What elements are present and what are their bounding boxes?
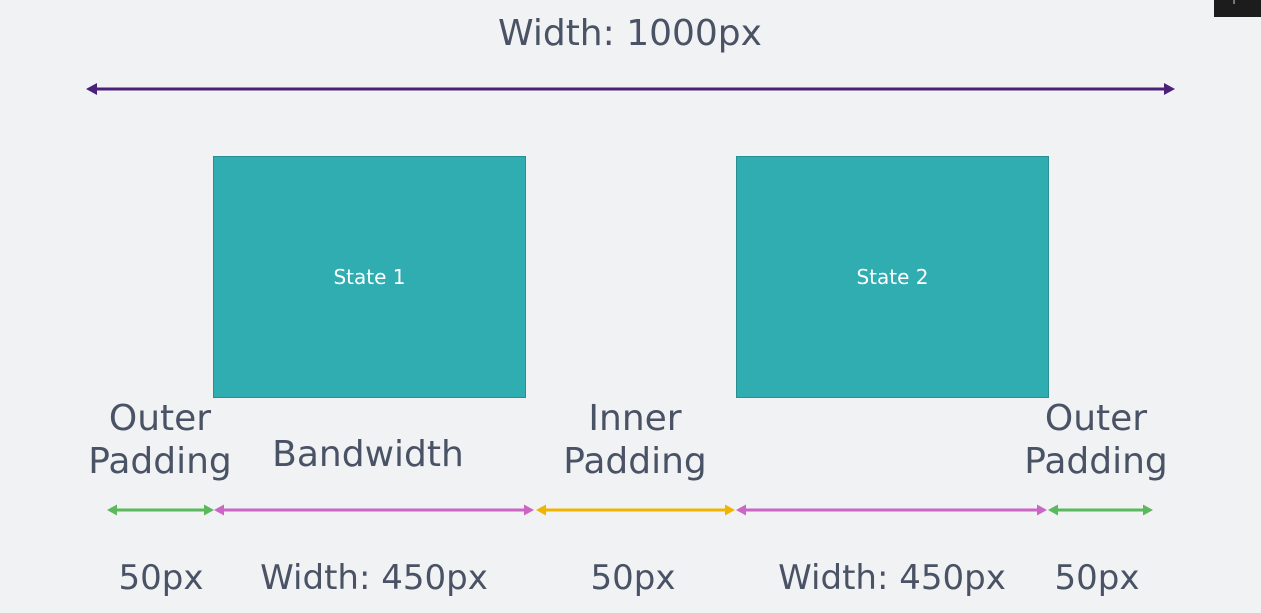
outer-padding-right-value: 50px <box>1054 558 1140 598</box>
bandwidth-left-arrow <box>214 504 534 516</box>
outer-padding-left-line1: Outer <box>108 398 212 439</box>
outer-padding-right-line1: Outer <box>1044 398 1148 439</box>
state-2-label: State 2 <box>856 265 929 289</box>
corner-widget[interactable]: ↑ <box>1214 0 1261 17</box>
outer-padding-left-label: Outer Padding <box>60 397 260 483</box>
corner-arrow-icon: ↑ <box>1228 0 1239 7</box>
outer-padding-left-line2: Padding <box>88 441 232 483</box>
bandwidth-right-value: Width: 450px <box>778 558 1006 598</box>
inner-padding-value: 50px <box>590 558 676 598</box>
total-width-label: Width: 1000px <box>498 13 762 54</box>
state-1-box: State 1 <box>213 156 526 398</box>
state-1-label: State 1 <box>333 265 406 289</box>
bandwidth-left-value: Width: 450px <box>260 558 488 598</box>
state-2-box: State 2 <box>736 156 1049 398</box>
bandwidth-label: Bandwidth <box>272 434 464 475</box>
outer-padding-right-label: Outer Padding <box>996 397 1196 483</box>
inner-padding-line1: Inner <box>588 398 682 439</box>
inner-padding-label: Inner Padding <box>535 397 735 483</box>
outer-padding-left-arrow <box>107 504 214 516</box>
outer-padding-left-value: 50px <box>118 558 204 598</box>
outer-padding-right-arrow <box>1048 504 1153 516</box>
total-width-arrow <box>86 83 1175 95</box>
inner-padding-arrow <box>536 504 735 516</box>
outer-padding-right-line2: Padding <box>1024 441 1168 483</box>
inner-padding-line2: Padding <box>563 441 707 483</box>
bandwidth-right-arrow <box>736 504 1047 516</box>
